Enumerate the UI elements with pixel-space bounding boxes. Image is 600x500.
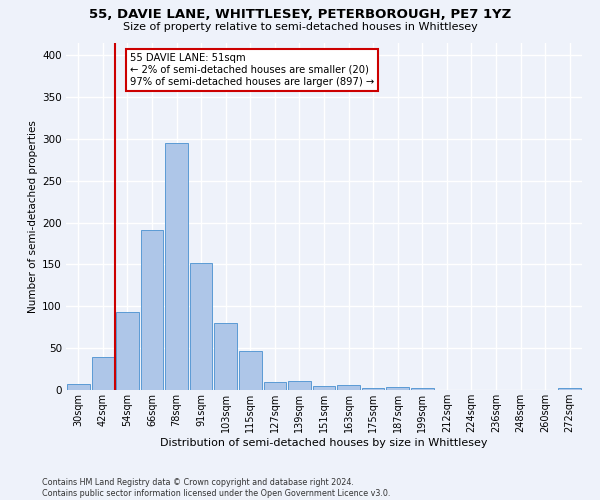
Bar bbox=[92, 356, 114, 390]
Bar bbox=[559, 388, 581, 390]
Bar bbox=[411, 388, 434, 390]
Text: 55 DAVIE LANE: 51sqm
← 2% of semi-detached houses are smaller (20)
97% of semi-d: 55 DAVIE LANE: 51sqm ← 2% of semi-detach… bbox=[130, 54, 374, 86]
Bar bbox=[263, 382, 286, 390]
Bar bbox=[239, 352, 262, 390]
Bar bbox=[362, 388, 385, 390]
Bar bbox=[313, 386, 335, 390]
Bar bbox=[140, 230, 163, 390]
Bar bbox=[165, 143, 188, 390]
Bar bbox=[337, 385, 360, 390]
Bar bbox=[214, 323, 237, 390]
Y-axis label: Number of semi-detached properties: Number of semi-detached properties bbox=[28, 120, 38, 312]
X-axis label: Distribution of semi-detached houses by size in Whittlesey: Distribution of semi-detached houses by … bbox=[160, 438, 488, 448]
Bar bbox=[67, 384, 89, 390]
Bar bbox=[386, 388, 409, 390]
Text: Contains HM Land Registry data © Crown copyright and database right 2024.
Contai: Contains HM Land Registry data © Crown c… bbox=[42, 478, 391, 498]
Bar bbox=[116, 312, 139, 390]
Text: Size of property relative to semi-detached houses in Whittlesey: Size of property relative to semi-detach… bbox=[122, 22, 478, 32]
Bar bbox=[190, 262, 212, 390]
Text: 55, DAVIE LANE, WHITTLESEY, PETERBOROUGH, PE7 1YZ: 55, DAVIE LANE, WHITTLESEY, PETERBOROUGH… bbox=[89, 8, 511, 20]
Bar bbox=[288, 381, 311, 390]
